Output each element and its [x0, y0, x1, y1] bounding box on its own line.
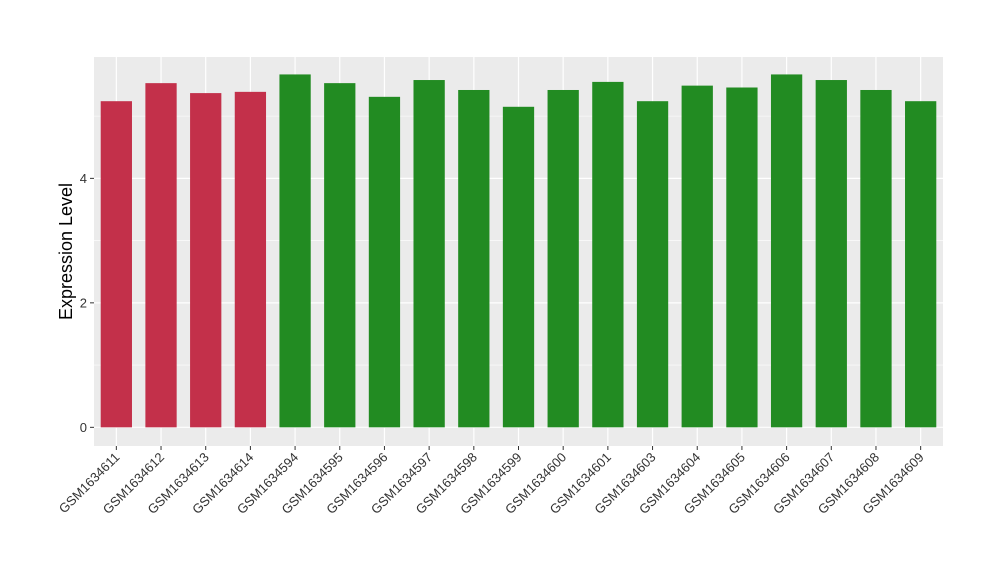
bar-GSM1634608 [860, 89, 892, 428]
bar-GSM1634598 [458, 89, 490, 428]
bar-GSM1634599 [502, 106, 535, 428]
bars [100, 74, 937, 428]
y-tick-label: 2 [80, 295, 87, 310]
y-axis: 0 2 4 [80, 171, 94, 435]
bar-GSM1634603 [636, 101, 669, 428]
bar-GSM1634600 [547, 89, 579, 428]
bar-GSM1634611 [100, 101, 132, 428]
bar-GSM1634596 [368, 96, 401, 428]
bar-GSM1634601 [592, 81, 624, 428]
y-axis-title: Expression Level [56, 183, 76, 320]
bar-GSM1634612 [145, 83, 177, 428]
bar-GSM1634607 [815, 80, 847, 428]
bar-GSM1634609 [905, 101, 937, 428]
bar-GSM1634606 [770, 74, 803, 428]
bar-GSM1634595 [324, 83, 356, 428]
y-tick-label: 0 [80, 420, 87, 435]
x-axis: GSM1634611GSM1634612GSM1634613GSM1634614… [56, 446, 927, 517]
bar-GSM1634605 [726, 87, 758, 428]
bar-GSM1634594 [279, 74, 311, 428]
bar-GSM1634597 [413, 80, 445, 428]
bar-GSM1634614 [234, 91, 267, 428]
bar-GSM1634604 [681, 85, 713, 428]
bar-GSM1634613 [190, 93, 222, 428]
y-tick-label: 4 [80, 171, 87, 186]
